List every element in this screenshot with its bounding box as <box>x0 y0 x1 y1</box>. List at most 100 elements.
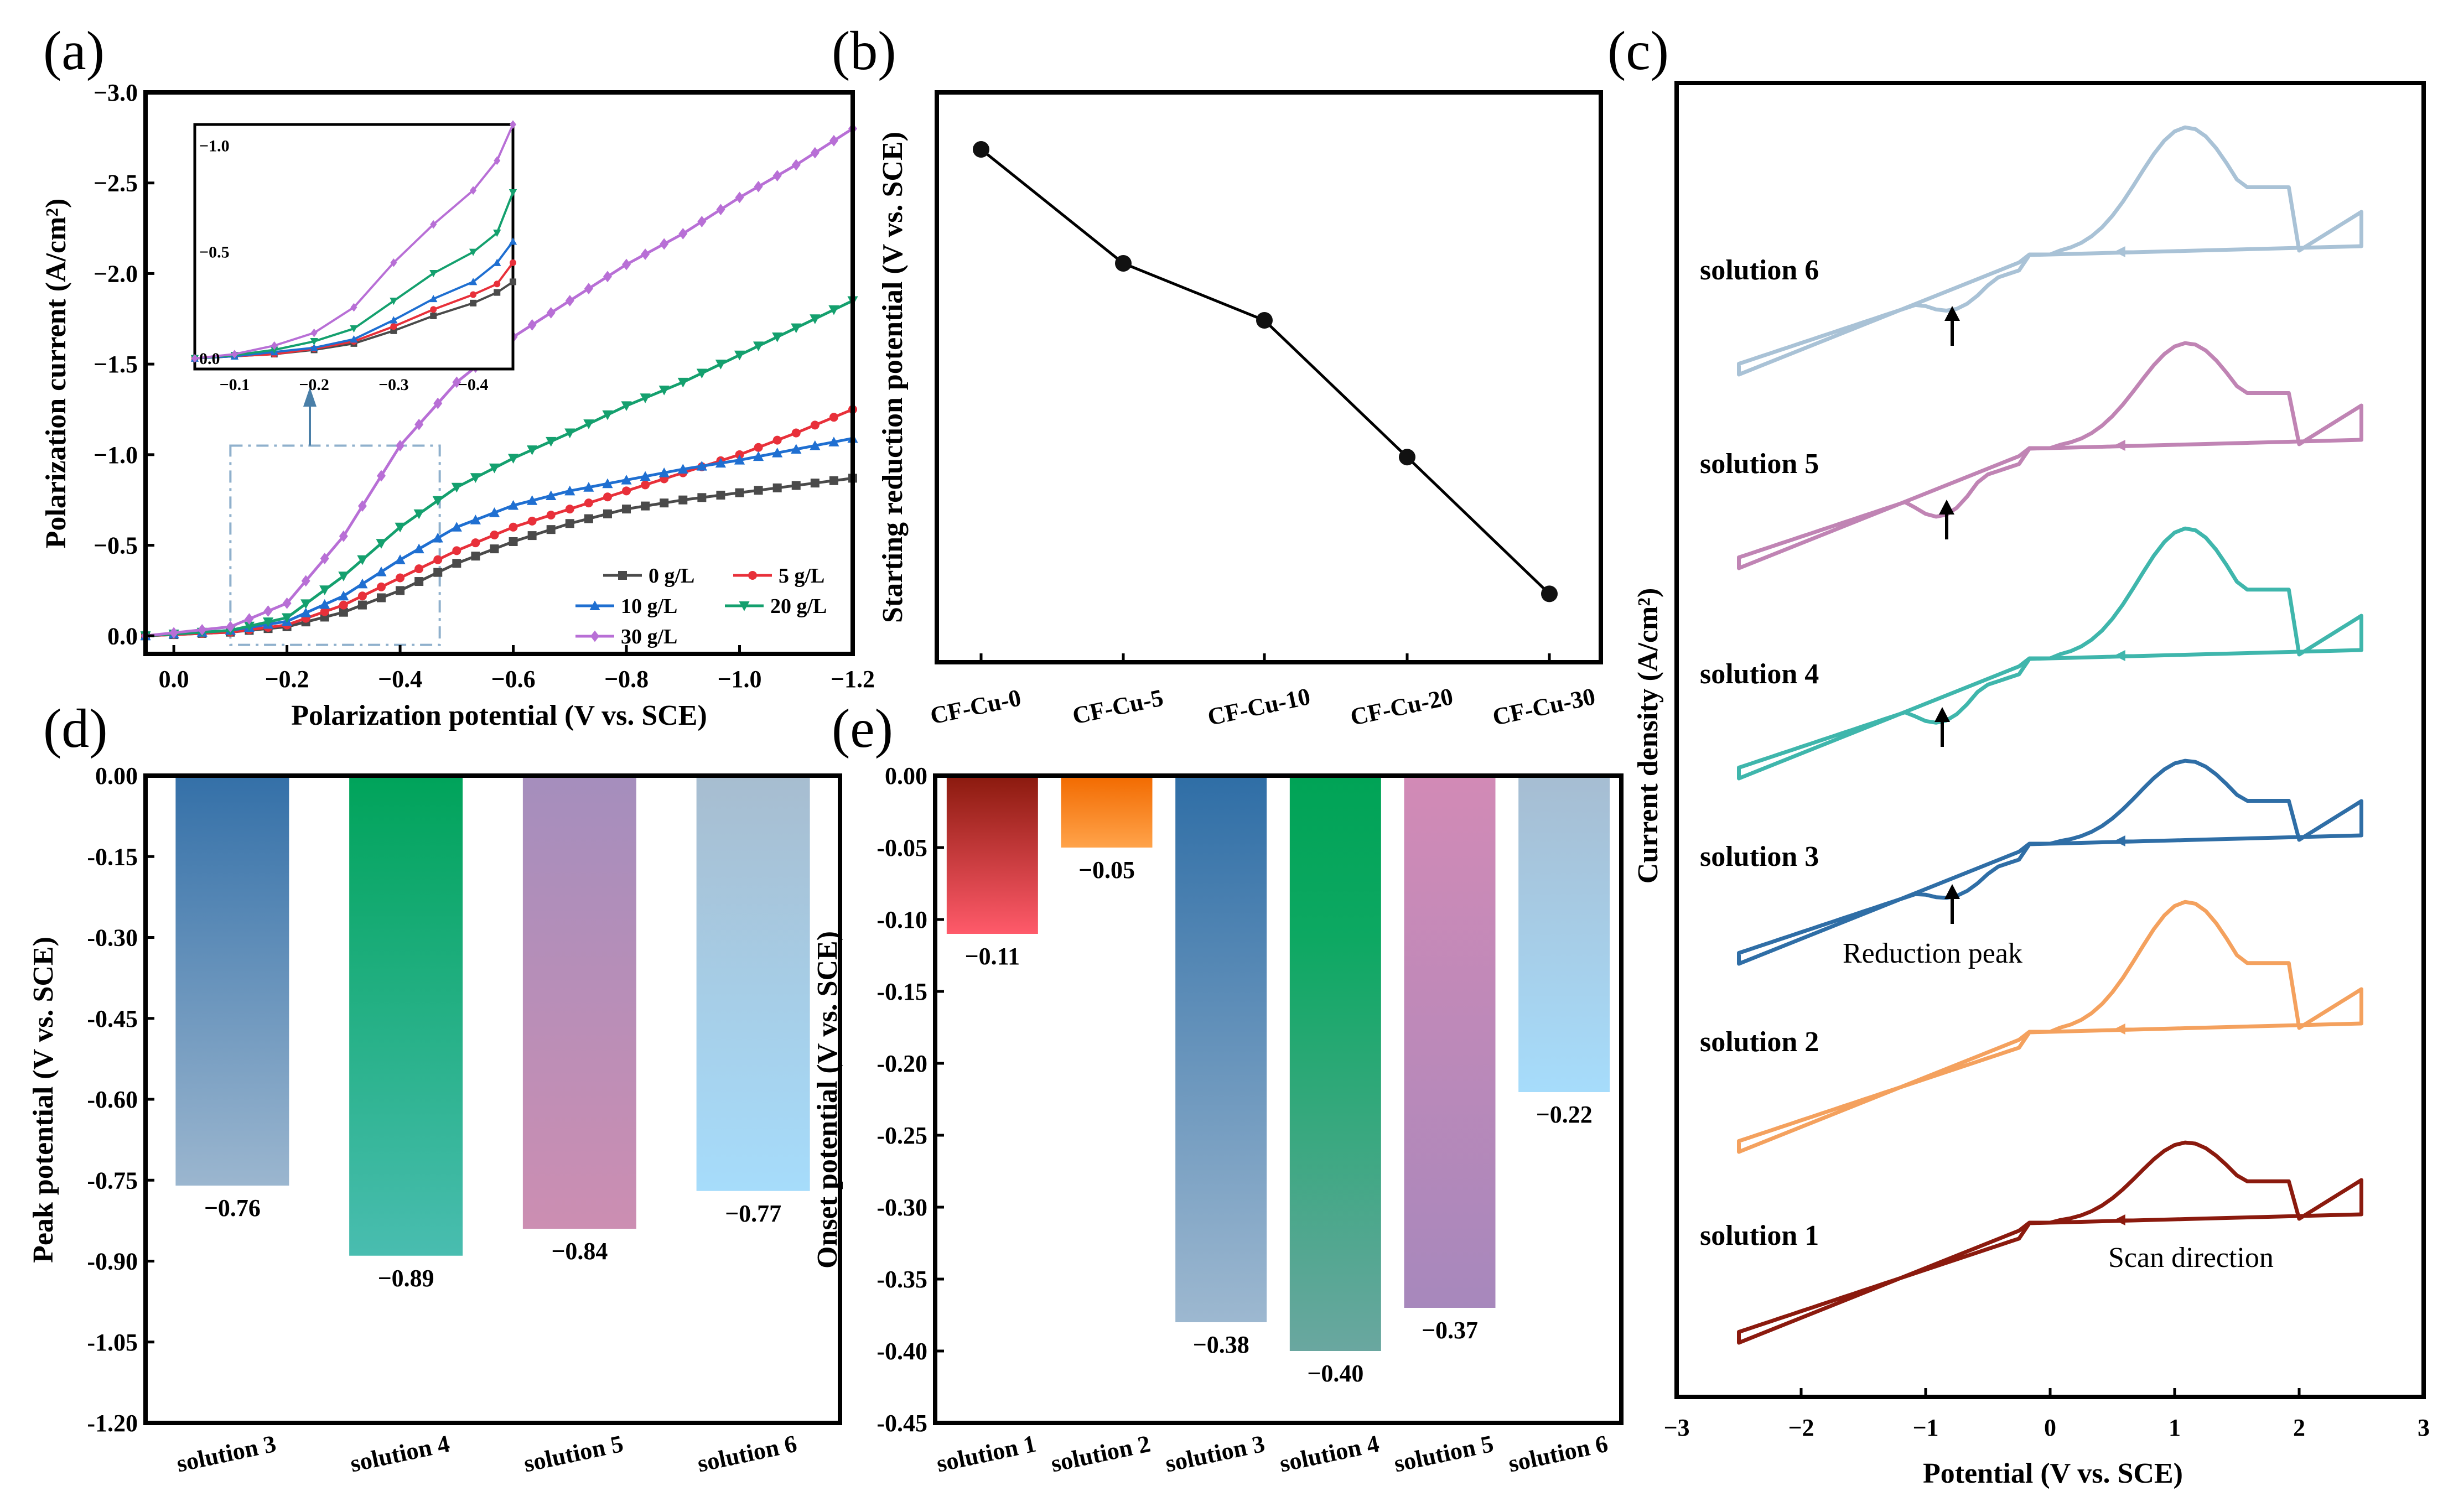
scan-arrowhead <box>2114 650 2125 661</box>
y-tick-label: -0.20 <box>876 1050 927 1077</box>
panel-a-xlabel: Polarization potential (V vs. SCE) <box>291 700 707 731</box>
inset-series-point <box>470 186 477 195</box>
bar-solution-6 <box>696 776 810 1191</box>
series-point <box>735 488 744 497</box>
cv-curve-solution-1 <box>1737 1140 2363 1345</box>
bar-value-label: −0.76 <box>204 1194 261 1222</box>
series-point <box>509 537 518 546</box>
bar-solution-1 <box>946 776 1038 934</box>
bar-value-label: −0.38 <box>1193 1331 1249 1358</box>
series-point <box>791 159 801 171</box>
series-point <box>377 470 386 482</box>
panel-label-a: (a) <box>43 20 105 81</box>
series-point <box>451 482 462 493</box>
series-point <box>338 590 349 601</box>
x-category-label: CF-Cu-0 <box>928 684 1024 729</box>
x-category-label: solution 4 <box>1277 1430 1381 1478</box>
inset-series-point <box>390 316 398 324</box>
y-tick-label: -1.20 <box>87 1410 138 1437</box>
series-point <box>507 454 519 464</box>
series-point <box>696 460 707 471</box>
series-point <box>413 509 424 519</box>
panel-label-b: (b) <box>832 20 896 81</box>
y-tick-label: -0.90 <box>87 1248 138 1275</box>
series-point <box>791 428 801 438</box>
x-category-label: solution 4 <box>348 1430 452 1478</box>
series-point <box>320 607 329 616</box>
panel-label-c: (c) <box>1607 20 1669 81</box>
series-point <box>828 305 839 315</box>
series-point <box>697 493 707 502</box>
series-point <box>546 437 557 447</box>
series-point <box>734 455 745 465</box>
series-point <box>603 492 612 502</box>
series-point <box>282 597 292 609</box>
data-point-CF-Cu-5 <box>1115 255 1132 272</box>
curve-label-solution-2: solution 2 <box>1700 1026 1819 1058</box>
series-point <box>471 552 480 561</box>
y-tick-label: -0.45 <box>876 1410 927 1437</box>
inset-series-point <box>494 280 501 288</box>
inset-series-point <box>350 335 358 343</box>
x-tick-label: −0.4 <box>378 666 422 693</box>
inset-series-point <box>430 220 437 229</box>
scan-arrowhead <box>2114 835 2125 846</box>
trend-line <box>980 148 1550 595</box>
x-tick-label: −1.2 <box>831 666 875 693</box>
x-category-label: solution 3 <box>1163 1430 1267 1478</box>
x-category-label: solution 5 <box>1392 1430 1496 1478</box>
series-point <box>489 507 500 517</box>
series-point <box>357 578 368 589</box>
x-tick-label: −2 <box>1788 1414 1814 1441</box>
panel-b-starting-potential-chart: CF-Cu-0 CF-Cu-5 CF-Cu-10 CF-Cu-20 CF-Cu-30 S… <box>877 90 1603 731</box>
scan-arrowhead <box>2114 1214 2125 1225</box>
series-point <box>810 314 821 324</box>
series-point <box>319 585 330 595</box>
cv-curve-solution-2 <box>1737 900 2363 1154</box>
inset-series-point <box>310 338 318 346</box>
legend-marker <box>739 601 750 611</box>
annotation-reduction-peak: Reduction peak <box>1843 938 2022 969</box>
series-point <box>507 500 519 510</box>
inset-series-point <box>310 328 318 337</box>
series-point <box>584 498 593 508</box>
inset-x-tick-label: −0.3 <box>378 376 409 394</box>
bar-solution-5 <box>1404 776 1496 1308</box>
series-point <box>377 593 386 602</box>
series-point <box>583 419 594 429</box>
series-line-0-g-L <box>145 476 853 637</box>
y-tick-label: -0.45 <box>87 1005 138 1032</box>
inset-series-point <box>271 341 278 350</box>
reduction-peak-arrowhead <box>1944 884 1960 899</box>
legend-label: 0 g/L <box>649 564 694 588</box>
x-tick-label: 2 <box>2293 1414 2305 1441</box>
series-point <box>715 360 727 370</box>
series-point <box>452 376 461 388</box>
curve-label-solution-1: solution 1 <box>1700 1220 1819 1251</box>
series-point <box>565 519 574 528</box>
series-point <box>697 216 707 227</box>
data-point-CF-Cu-30 <box>1541 585 1558 602</box>
inset-series-line <box>194 124 514 360</box>
reduction-peak-arrowhead <box>1944 306 1960 321</box>
series-point <box>716 490 725 500</box>
y-tick-label: -0.30 <box>87 924 138 952</box>
inset-x-tick-label: −0.4 <box>458 376 489 394</box>
bar-value-label: −0.40 <box>1307 1360 1363 1387</box>
series-point <box>339 600 348 610</box>
inset-series-point <box>510 120 516 129</box>
bar-value-label: −0.37 <box>1422 1317 1478 1344</box>
bar-solution-5 <box>522 776 636 1229</box>
series-point <box>622 258 631 271</box>
x-category-label: solution 1 <box>934 1430 1038 1478</box>
inset-x-tick-label: −0.2 <box>299 376 329 394</box>
series-point <box>414 577 424 586</box>
series-point <box>301 575 310 587</box>
inset-x-tick-label: −0.1 <box>220 376 250 394</box>
series-point <box>677 464 688 474</box>
series-point <box>735 450 744 459</box>
y-tick-label: 0.00 <box>885 762 927 789</box>
series-point <box>564 485 575 496</box>
series-point <box>490 530 499 539</box>
series-point <box>828 437 839 446</box>
